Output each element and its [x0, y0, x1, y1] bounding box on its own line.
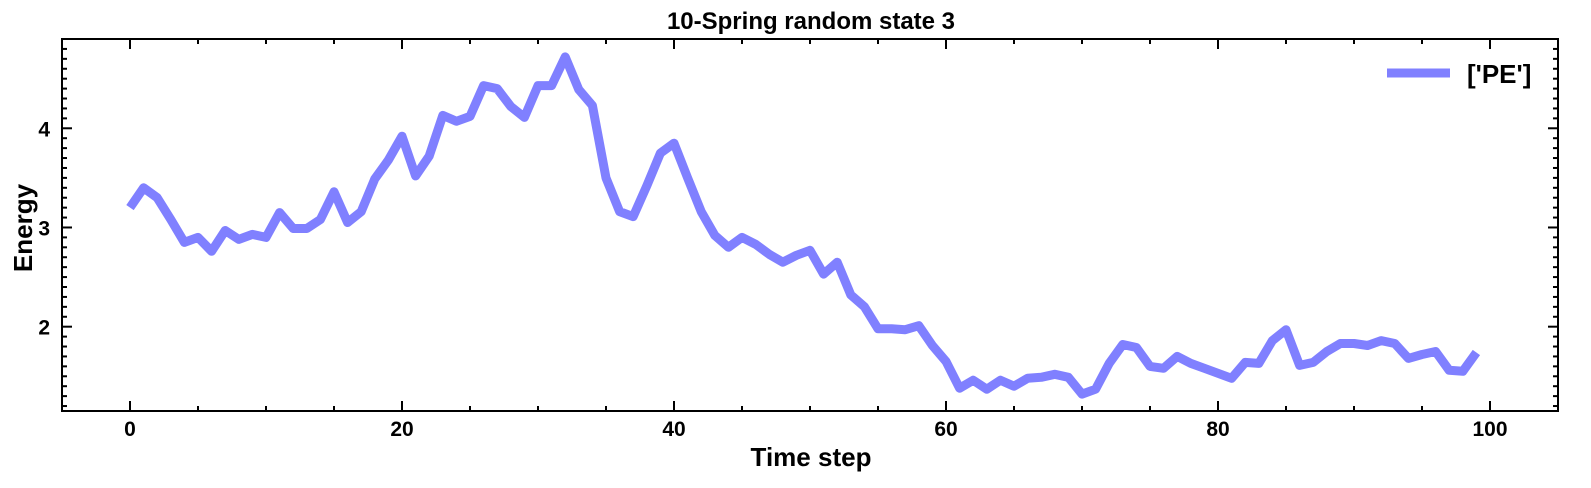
plot-frame [61, 38, 1559, 412]
x-tick-label: 20 [390, 418, 413, 441]
x-tick-label: 40 [662, 418, 685, 441]
plot-area [126, 52, 1481, 399]
legend-label-pe: ['PE'] [1467, 59, 1531, 89]
x-axis-label: Time step [751, 442, 872, 472]
x-tick-label: 60 [934, 418, 957, 441]
y-axis-label: Energy [8, 183, 38, 272]
y-tick-label: 3 [38, 217, 50, 240]
x-tick-label: 100 [1472, 418, 1507, 441]
x-tick-label: 0 [124, 418, 136, 441]
legend: ['PE'] [1387, 59, 1531, 89]
y-tick-label: 2 [38, 317, 50, 340]
series-line-0 [126, 52, 1481, 399]
chart-title: 10-Spring random state 3 [667, 8, 955, 35]
x-axis: 0 20 40 60 80 100 [124, 39, 1508, 441]
y-tick-label: 4 [38, 118, 50, 141]
x-tick-label: 80 [1206, 418, 1229, 441]
